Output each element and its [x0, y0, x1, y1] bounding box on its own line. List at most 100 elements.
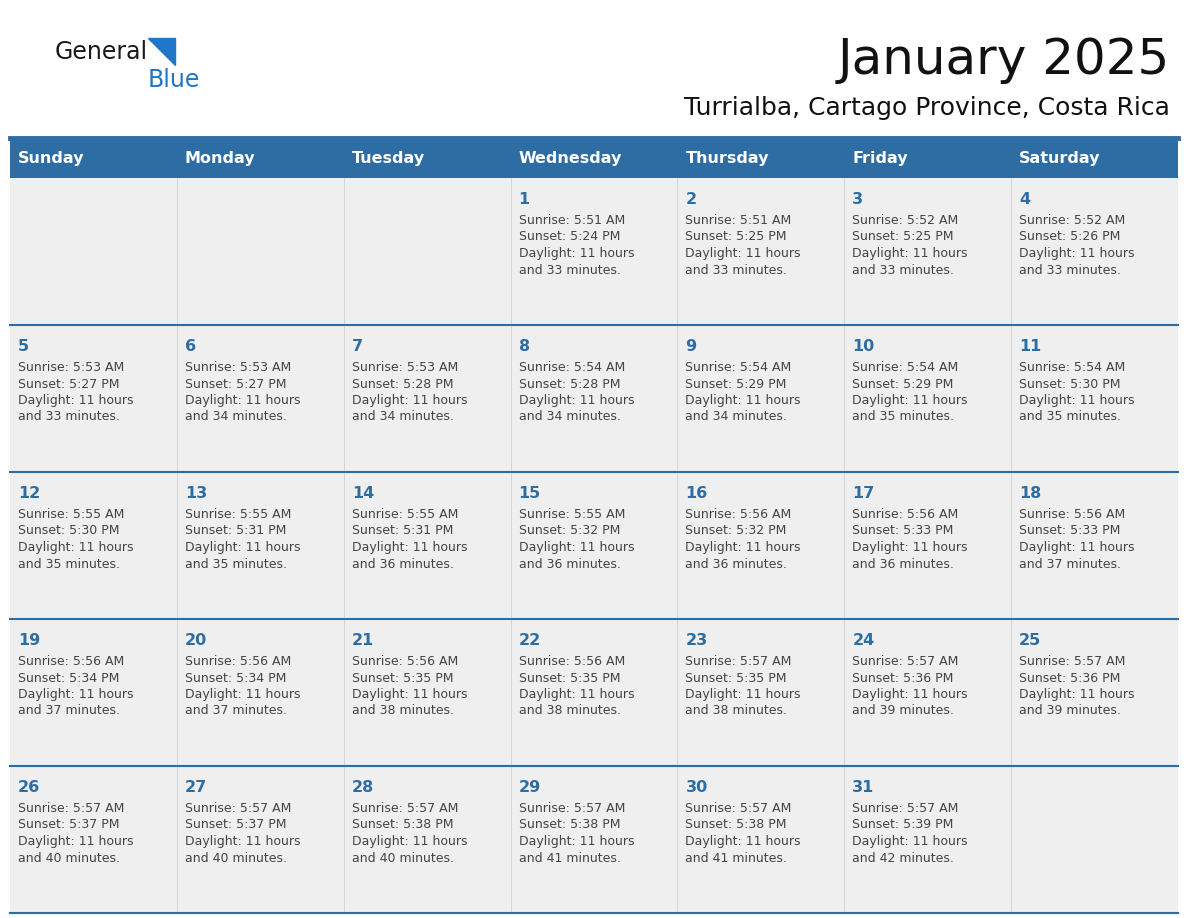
Text: 20: 20 [185, 633, 207, 648]
Text: Sunrise: 5:54 AM: Sunrise: 5:54 AM [685, 361, 791, 374]
Text: Sunrise: 5:54 AM: Sunrise: 5:54 AM [519, 361, 625, 374]
Text: Sunrise: 5:53 AM: Sunrise: 5:53 AM [18, 361, 125, 374]
Text: Daylight: 11 hours: Daylight: 11 hours [352, 688, 467, 701]
Text: and 35 minutes.: and 35 minutes. [852, 410, 954, 423]
Bar [511, 325, 677, 472]
Text: Sunrise: 5:53 AM: Sunrise: 5:53 AM [352, 361, 457, 374]
Text: and 42 minutes.: and 42 minutes. [852, 852, 954, 865]
Text: Daylight: 11 hours: Daylight: 11 hours [519, 247, 634, 260]
Text: Daylight: 11 hours: Daylight: 11 hours [18, 688, 133, 701]
Text: 26: 26 [18, 780, 40, 795]
Text: Sunset: 5:30 PM: Sunset: 5:30 PM [1019, 377, 1120, 390]
Text: Sunset: 5:38 PM: Sunset: 5:38 PM [519, 819, 620, 832]
Text: Sunset: 5:28 PM: Sunset: 5:28 PM [352, 377, 453, 390]
Bar [10, 619, 177, 766]
Bar [1011, 619, 1178, 766]
Bar [511, 619, 677, 766]
Bar [177, 619, 343, 766]
Text: Daylight: 11 hours: Daylight: 11 hours [185, 394, 301, 407]
Text: Sunrise: 5:57 AM: Sunrise: 5:57 AM [18, 802, 125, 815]
Text: and 36 minutes.: and 36 minutes. [519, 557, 620, 570]
Bar [677, 619, 845, 766]
Text: 24: 24 [852, 633, 874, 648]
Text: Sunrise: 5:57 AM: Sunrise: 5:57 AM [685, 802, 792, 815]
Text: Sunset: 5:27 PM: Sunset: 5:27 PM [18, 377, 120, 390]
Text: Daylight: 11 hours: Daylight: 11 hours [685, 541, 801, 554]
Bar [845, 619, 1011, 766]
Text: Daylight: 11 hours: Daylight: 11 hours [685, 394, 801, 407]
Text: and 38 minutes.: and 38 minutes. [685, 704, 788, 718]
Text: and 40 minutes.: and 40 minutes. [185, 852, 286, 865]
Text: Sunrise: 5:56 AM: Sunrise: 5:56 AM [18, 655, 125, 668]
Text: and 36 minutes.: and 36 minutes. [352, 557, 454, 570]
Text: Sunrise: 5:57 AM: Sunrise: 5:57 AM [519, 802, 625, 815]
Text: Sunset: 5:26 PM: Sunset: 5:26 PM [1019, 230, 1120, 243]
Text: Sunrise: 5:56 AM: Sunrise: 5:56 AM [1019, 508, 1125, 521]
Bar [1011, 178, 1178, 325]
Text: Sunrise: 5:57 AM: Sunrise: 5:57 AM [1019, 655, 1125, 668]
Text: Sunset: 5:29 PM: Sunset: 5:29 PM [852, 377, 954, 390]
Text: 3: 3 [852, 192, 864, 207]
Text: and 39 minutes.: and 39 minutes. [1019, 704, 1121, 718]
Text: Sunset: 5:35 PM: Sunset: 5:35 PM [519, 671, 620, 685]
Text: and 41 minutes.: and 41 minutes. [519, 852, 620, 865]
Text: and 35 minutes.: and 35 minutes. [1019, 410, 1121, 423]
Text: and 36 minutes.: and 36 minutes. [685, 557, 788, 570]
Text: Sunset: 5:38 PM: Sunset: 5:38 PM [685, 819, 786, 832]
Text: Tuesday: Tuesday [352, 151, 425, 165]
Text: Daylight: 11 hours: Daylight: 11 hours [18, 835, 133, 848]
Text: 25: 25 [1019, 633, 1042, 648]
Text: Wednesday: Wednesday [519, 151, 623, 165]
Text: Sunrise: 5:56 AM: Sunrise: 5:56 AM [185, 655, 291, 668]
Text: Sunset: 5:25 PM: Sunset: 5:25 PM [685, 230, 786, 243]
Text: and 40 minutes.: and 40 minutes. [18, 852, 120, 865]
Text: Sunrise: 5:57 AM: Sunrise: 5:57 AM [685, 655, 792, 668]
Text: and 34 minutes.: and 34 minutes. [185, 410, 286, 423]
Text: 4: 4 [1019, 192, 1030, 207]
Text: 10: 10 [852, 339, 874, 354]
Text: and 39 minutes.: and 39 minutes. [852, 704, 954, 718]
Text: Daylight: 11 hours: Daylight: 11 hours [852, 541, 968, 554]
Text: Sunrise: 5:56 AM: Sunrise: 5:56 AM [852, 508, 959, 521]
Text: Monday: Monday [185, 151, 255, 165]
Text: January 2025: January 2025 [838, 36, 1170, 84]
Text: Sunrise: 5:57 AM: Sunrise: 5:57 AM [185, 802, 291, 815]
Bar [343, 325, 511, 472]
Text: General: General [55, 40, 148, 64]
Text: 28: 28 [352, 780, 374, 795]
Bar [343, 178, 511, 325]
Text: Sunset: 5:35 PM: Sunset: 5:35 PM [352, 671, 453, 685]
Text: Sunrise: 5:52 AM: Sunrise: 5:52 AM [1019, 214, 1125, 227]
Bar [511, 138, 677, 178]
Text: and 35 minutes.: and 35 minutes. [18, 557, 120, 570]
Bar [343, 472, 511, 619]
Text: Daylight: 11 hours: Daylight: 11 hours [519, 394, 634, 407]
Bar [177, 178, 343, 325]
Text: Daylight: 11 hours: Daylight: 11 hours [519, 835, 634, 848]
Text: and 38 minutes.: and 38 minutes. [519, 704, 620, 718]
Text: 6: 6 [185, 339, 196, 354]
Bar [845, 178, 1011, 325]
Text: Daylight: 11 hours: Daylight: 11 hours [852, 688, 968, 701]
Bar [845, 138, 1011, 178]
Text: Sunrise: 5:57 AM: Sunrise: 5:57 AM [852, 655, 959, 668]
Text: Daylight: 11 hours: Daylight: 11 hours [352, 835, 467, 848]
Text: 18: 18 [1019, 486, 1042, 501]
Text: 29: 29 [519, 780, 541, 795]
Bar [177, 325, 343, 472]
Text: Friday: Friday [852, 151, 908, 165]
Text: 15: 15 [519, 486, 541, 501]
Text: and 33 minutes.: and 33 minutes. [852, 263, 954, 276]
Text: Daylight: 11 hours: Daylight: 11 hours [18, 541, 133, 554]
Text: and 33 minutes.: and 33 minutes. [18, 410, 120, 423]
Text: Daylight: 11 hours: Daylight: 11 hours [852, 247, 968, 260]
Text: Daylight: 11 hours: Daylight: 11 hours [1019, 247, 1135, 260]
Bar [677, 138, 845, 178]
Bar [343, 138, 511, 178]
Text: Sunset: 5:28 PM: Sunset: 5:28 PM [519, 377, 620, 390]
Text: Sunrise: 5:54 AM: Sunrise: 5:54 AM [1019, 361, 1125, 374]
Polygon shape [148, 38, 175, 65]
Text: Daylight: 11 hours: Daylight: 11 hours [852, 394, 968, 407]
Text: Sunset: 5:34 PM: Sunset: 5:34 PM [185, 671, 286, 685]
Bar [10, 766, 177, 913]
